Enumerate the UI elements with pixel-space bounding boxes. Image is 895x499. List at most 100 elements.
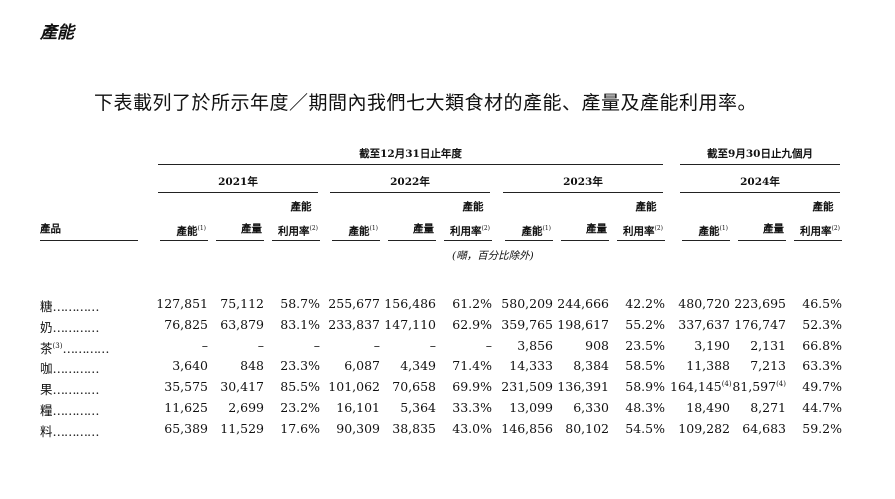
output-cell: 8,271	[750, 400, 786, 415]
column-header-rule	[561, 240, 609, 241]
output-cell: 848	[240, 358, 264, 374]
utilization-column-header: 產能 利用率(2)	[623, 201, 663, 238]
output-cell: 80,102	[565, 420, 609, 436]
output-cell: 4,349	[400, 358, 436, 374]
utilization-cell: 63.3%	[802, 358, 842, 374]
capacity-column-header: 產能(1)	[176, 225, 207, 238]
capacity-cell: 13,099	[509, 400, 553, 415]
utilization-cell: 44.7%	[802, 400, 842, 415]
utilization-cell: –	[313, 337, 320, 353]
section-heading: 產能	[40, 23, 74, 43]
column-header-rule	[272, 240, 320, 241]
utilization-cell: 61.2%	[452, 296, 492, 311]
fiscal-year-rule	[158, 164, 663, 165]
output-cell: 8,384	[573, 358, 609, 374]
table-row: 料………… 65,389 11,529 17.6% 90,309 38,835 43.0% 1…	[40, 420, 842, 441]
product-name: 糖…………	[40, 299, 100, 314]
capacity-cell: 231,509	[501, 379, 553, 395]
utilization-cell: 58.5%	[625, 358, 665, 374]
utilization-cell: 23.2%	[280, 400, 320, 415]
output-cell: 136,391	[557, 379, 609, 395]
product-name: 糧…………	[40, 403, 100, 418]
output-cell: 5,364	[400, 400, 436, 415]
nine-months-header: 截至9月30日止九個月	[707, 148, 813, 160]
product-header-rule	[40, 240, 138, 241]
utilization-cell: 52.3%	[802, 316, 842, 332]
capacity-cell: 233,837	[328, 316, 380, 332]
capacity-cell: 359,765	[501, 316, 553, 332]
capacity-cell: –	[201, 337, 208, 353]
output-cell: 223,695	[734, 296, 786, 311]
capacity-cell: 11,625	[164, 400, 208, 415]
table-row: 糧………… 11,625 2,699 23.2% 16,101 5,364 33.3% 13,…	[40, 400, 842, 420]
capacity-cell: 127,851	[156, 296, 208, 311]
table-row: 果………… 35,575 30,417 85.5% 101,062 70,658 69.9%…	[40, 379, 842, 399]
product-name: 咖…………	[40, 361, 100, 377]
capacity-cell: 14,333	[509, 358, 553, 374]
capacity-cell: 3,856	[517, 337, 553, 353]
capacity-cell: 580,209	[501, 296, 553, 311]
output-cell: –	[257, 337, 264, 353]
product-name: 茶(3)…………	[40, 340, 109, 356]
utilization-column-header: 產能 利用率(2)	[450, 201, 490, 238]
output-cell: 64,683	[742, 420, 786, 436]
product-name: 料…………	[40, 423, 100, 439]
capacity-cell: 480,720	[678, 296, 730, 311]
output-cell: 7,213	[750, 358, 786, 374]
capacity-column-header: 產能(1)	[348, 225, 379, 238]
output-cell: 908	[585, 337, 609, 353]
column-header-rule	[794, 240, 842, 241]
year-rule-2021	[158, 192, 318, 193]
utilization-cell: 55.2%	[625, 316, 665, 332]
capacity-cell: 337,637	[678, 316, 730, 332]
output-cell: 75,112	[220, 296, 264, 311]
capacity-column-header: 產能(1)	[698, 225, 729, 238]
utilization-cell: 49.7%	[802, 379, 842, 395]
capacity-cell: 90,309	[336, 420, 380, 436]
utilization-column-header: 產能 利用率(2)	[278, 201, 318, 238]
output-column-header: 產量	[763, 223, 784, 235]
capacity-cell: 3,190	[694, 337, 730, 353]
year-header-2022: 2022年	[390, 176, 430, 188]
output-cell: 70,658	[392, 379, 436, 395]
output-cell: 176,747	[734, 316, 786, 332]
capacity-cell: 255,677	[328, 296, 380, 311]
utilization-cell: 59.2%	[802, 420, 842, 436]
year-header-2021: 2021年	[218, 176, 258, 188]
output-cell: 6,330	[573, 400, 609, 415]
utilization-cell: 85.5%	[280, 379, 320, 395]
capacity-cell: 35,575	[164, 379, 208, 395]
utilization-cell: 48.3%	[625, 400, 665, 415]
capacity-cell: 76,825	[164, 316, 208, 332]
output-cell: 11,529	[220, 420, 264, 436]
capacity-cell: 65,389	[164, 420, 208, 436]
utilization-cell: 69.9%	[452, 379, 492, 395]
capacity-cell: 3,640	[172, 358, 208, 374]
column-header-rule	[216, 240, 264, 241]
unit-note: (噸，百分比除外)	[452, 250, 534, 262]
capacity-cell: 164,145(4)	[670, 379, 732, 395]
output-column-header: 產量	[586, 223, 607, 235]
output-cell: 81,597(4)	[732, 379, 786, 395]
utilization-cell: 54.5%	[625, 420, 665, 436]
utilization-cell: 58.9%	[625, 379, 665, 395]
table-row: 茶(3)………… – – – – – – 3,856 908 23.5% 3,190 2,131 66.…	[40, 337, 842, 358]
column-header-rule	[160, 240, 208, 241]
output-cell: 198,617	[557, 316, 609, 332]
output-cell: 30,417	[220, 379, 264, 395]
utilization-cell: 42.2%	[625, 296, 665, 311]
utilization-cell: 83.1%	[280, 316, 320, 332]
table-row: 奶………… 76,825 63,879 83.1% 233,837 147,110 62.9…	[40, 316, 842, 337]
utilization-column-header: 產能 利用率(2)	[800, 201, 840, 238]
column-header-rule	[682, 240, 730, 241]
year-rule-2023	[503, 192, 663, 193]
output-cell: 63,879	[220, 316, 264, 332]
utilization-cell: 43.0%	[452, 420, 492, 436]
output-cell: 38,835	[392, 420, 436, 436]
column-header-rule	[444, 240, 492, 241]
product-name: 果…………	[40, 382, 100, 398]
product-name: 奶…………	[40, 319, 100, 335]
output-cell: 244,666	[557, 296, 609, 311]
capacity-cell: 11,388	[686, 358, 730, 374]
utilization-cell: 58.7%	[280, 296, 320, 311]
